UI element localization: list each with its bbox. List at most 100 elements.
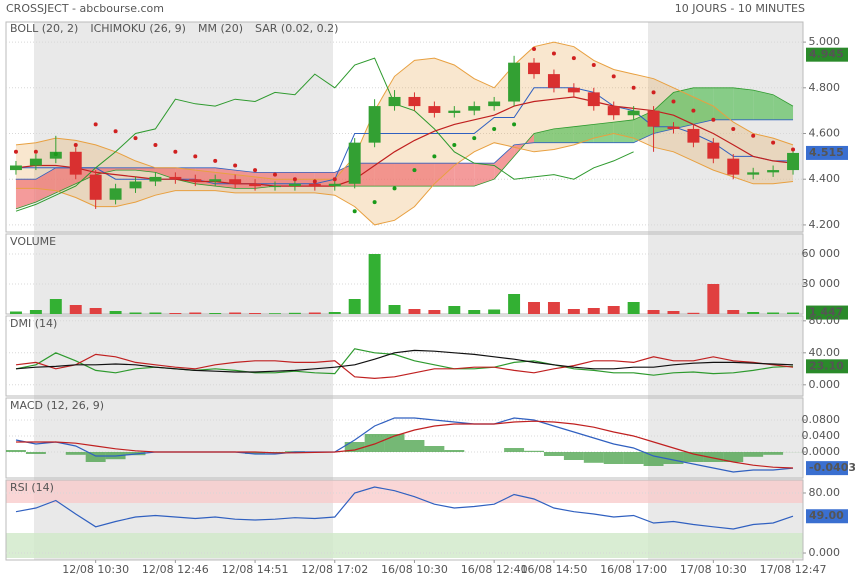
candle-body: [448, 110, 461, 113]
sar-dot: [432, 154, 437, 159]
sar-dot: [312, 179, 317, 184]
sar-dot: [671, 99, 676, 104]
candle-body: [388, 96, 401, 107]
macd-histogram: [703, 452, 724, 462]
y-tick-label: 60 000: [802, 247, 841, 260]
volume-bar: [9, 311, 22, 314]
panel-title: VOLUME: [10, 235, 56, 248]
macd-histogram: [524, 450, 544, 452]
volume-bar: [428, 310, 441, 314]
volume-bar: [528, 302, 540, 314]
chikou-line: [15, 57, 634, 212]
candle-body: [288, 183, 301, 187]
sar-dot: [532, 46, 537, 51]
volume-bar: [29, 310, 42, 314]
ichimoku-cloud: [753, 90, 774, 120]
sar-dot: [492, 126, 497, 131]
ichimoku-cloud: [713, 87, 734, 120]
candle-body: [209, 179, 222, 182]
y-tick-label: 0.0800: [802, 413, 841, 426]
candle-body: [408, 96, 421, 107]
volume-bar: [249, 313, 262, 314]
y-tick-label: 0.0000: [802, 445, 841, 458]
sar-dot: [213, 158, 218, 163]
ichimoku-cloud: [454, 163, 475, 187]
legend-entry: MM (20): [198, 22, 243, 35]
candle-body: [547, 74, 560, 88]
volume-bar: [448, 306, 461, 314]
ichimoku-cloud: [553, 126, 574, 143]
y-tick-label: 40.00: [809, 346, 841, 359]
page-title: CROSSJECT - abcbourse.com: [6, 2, 164, 15]
macd-histogram: [384, 434, 405, 452]
panel-frame: [5, 315, 804, 397]
volume-bar: [567, 309, 580, 314]
candle-body: [488, 101, 501, 107]
macd-histogram: [25, 452, 46, 454]
candle-body: [468, 106, 481, 111]
volume-bar: [269, 313, 281, 314]
volume-bar: [707, 284, 720, 314]
sar-dot: [631, 85, 636, 90]
sar-dot: [751, 133, 756, 138]
volume-bar: [747, 312, 760, 314]
sar-dot: [173, 149, 178, 154]
candle-body: [787, 152, 800, 171]
candle-body: [169, 176, 182, 180]
ichimoku-cloud: [414, 163, 435, 187]
x-tick-label: 12/08 14:51: [222, 563, 289, 576]
sar-dot: [591, 62, 596, 67]
ichimoku-cloud: [573, 124, 594, 143]
macd-histogram: [504, 448, 525, 452]
candle-body: [567, 87, 580, 93]
sar-dot: [392, 186, 397, 191]
sar-dot: [452, 142, 457, 147]
candle-body: [89, 174, 102, 200]
moving-average: [15, 96, 794, 187]
value-badge-label: 4.515: [809, 146, 844, 159]
sar-dot: [352, 209, 357, 214]
candle-body: [667, 126, 680, 129]
volume-bar: [229, 312, 242, 314]
value-badge: [806, 461, 848, 476]
sar-dot: [53, 152, 58, 157]
panel-title: RSI (14): [10, 481, 54, 494]
candle-body: [269, 186, 281, 188]
macd-histogram: [763, 452, 784, 455]
value-badge: [806, 305, 848, 320]
ichimoku-cloud: [155, 167, 176, 180]
kijun-line: [16, 87, 793, 185]
sar-dot: [253, 168, 258, 173]
x-tick-label: 16/08 17:00: [600, 563, 667, 576]
y-tick-label: 80.00: [809, 314, 841, 327]
panel-title: MACD (12, 26, 9): [10, 399, 104, 412]
volume-bar: [787, 312, 800, 314]
sar-dot: [73, 142, 78, 147]
signal-line: [16, 420, 794, 469]
volume-bar: [169, 313, 182, 314]
macd-histogram: [643, 452, 664, 466]
volume-bar: [627, 302, 640, 314]
sar-dot: [731, 126, 736, 131]
indicator-line: [15, 349, 794, 373]
volume-bar: [547, 302, 560, 314]
y-tick-label: 4.400: [809, 172, 841, 185]
candle-body: [189, 179, 202, 182]
sar-dot: [193, 154, 198, 159]
x-tick-label: 12/08 17:02: [301, 563, 368, 576]
volume-bar: [607, 306, 620, 314]
macd-histogram: [344, 442, 365, 452]
value-badge-label: 1 447: [809, 306, 843, 319]
sar-dot: [691, 108, 696, 113]
value-badge-label: 4.945: [809, 48, 844, 61]
candle-body: [69, 151, 82, 175]
volume-bar: [149, 312, 162, 314]
candle-body: [328, 183, 341, 187]
candle-body: [428, 106, 441, 113]
period: 10 JOURS - 10 MINUTES: [675, 2, 805, 15]
ichimoku-cloud: [374, 163, 395, 187]
candle-body: [348, 142, 361, 184]
panel-frame: [5, 397, 804, 479]
rsi-oversold-zone: [6, 533, 803, 558]
ichimoku-cloud: [135, 167, 156, 173]
